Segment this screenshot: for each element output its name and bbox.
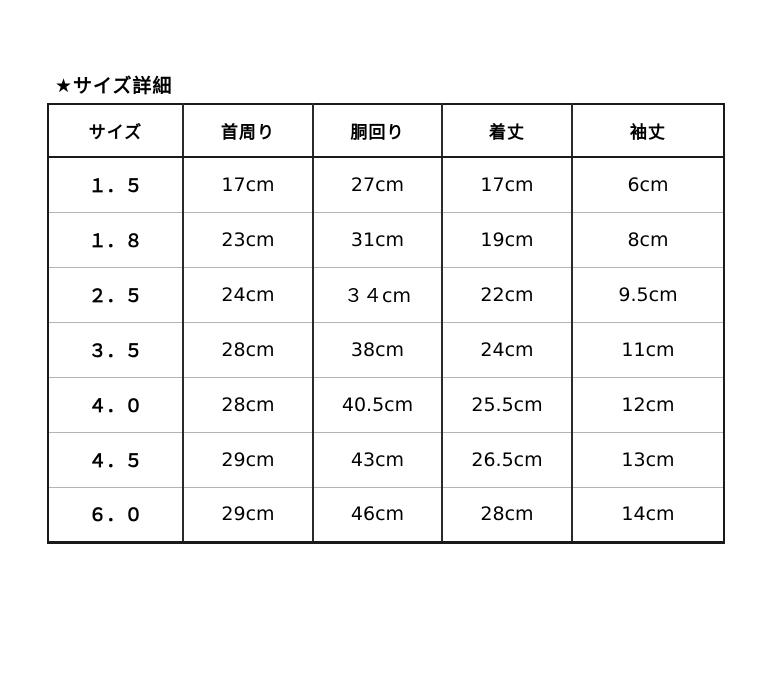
cell-sleeve-length: 14cm (571, 486, 724, 542)
cell-back-length: 22cm (441, 266, 572, 322)
header-size: サイズ (48, 104, 183, 158)
cell-girth: ３４cm (312, 266, 442, 322)
cell-back-length: 26.5cm (441, 431, 572, 487)
cell-back-length: 25.5cm (441, 376, 572, 432)
cell-sleeve-length: 13cm (571, 431, 724, 487)
table-row: １．８ 23cm 31cm 19cm 8cm (48, 211, 724, 267)
header-sleeve-length: 袖丈 (571, 104, 724, 158)
cell-back-length: 19cm (441, 211, 572, 267)
cell-size: ６．０ (48, 486, 183, 542)
cell-girth: 31cm (312, 211, 442, 267)
cell-neck-circumference: 28cm (182, 376, 313, 432)
cell-size: ２．５ (48, 266, 183, 322)
cell-neck-circumference: 23cm (182, 211, 313, 267)
cell-sleeve-length: 8cm (571, 211, 724, 267)
cell-back-length: 17cm (441, 156, 572, 212)
cell-sleeve-length: 12cm (571, 376, 724, 432)
cell-size: ４．０ (48, 376, 183, 432)
header-neck-circumference: 首周り (182, 104, 313, 158)
cell-size: ４．５ (48, 431, 183, 487)
cell-neck-circumference: 24cm (182, 266, 313, 322)
cell-neck-circumference: 28cm (182, 321, 313, 377)
cell-girth: 40.5cm (312, 376, 442, 432)
table-header-row: サイズ 首周り 胴回り 着丈 袖丈 (48, 104, 724, 158)
cell-back-length: 24cm (441, 321, 572, 377)
table-row: ４．０ 28cm 40.5cm 25.5cm 12cm (48, 376, 724, 432)
cell-girth: 27cm (312, 156, 442, 212)
cell-neck-circumference: 29cm (182, 431, 313, 487)
page-title: ★サイズ詳細 (55, 75, 173, 97)
cell-girth: 43cm (312, 431, 442, 487)
header-girth: 胴回り (312, 104, 442, 158)
cell-girth: 38cm (312, 321, 442, 377)
cell-sleeve-length: 9.5cm (571, 266, 724, 322)
cell-size: ３．５ (48, 321, 183, 377)
cell-back-length: 28cm (441, 486, 572, 542)
cell-neck-circumference: 17cm (182, 156, 313, 212)
table-row: ３．５ 28cm 38cm 24cm 11cm (48, 321, 724, 377)
cell-sleeve-length: 11cm (571, 321, 724, 377)
size-table: サイズ 首周り 胴回り 着丈 袖丈 １．５ 17cm 27cm 17cm 6cm… (47, 103, 725, 544)
table-row: ２．５ 24cm ３４cm 22cm 9.5cm (48, 266, 724, 322)
table-row: ６．０ 29cm 46cm 28cm 14cm (48, 486, 724, 542)
cell-sleeve-length: 6cm (571, 156, 724, 212)
cell-girth: 46cm (312, 486, 442, 542)
table-row: １．５ 17cm 27cm 17cm 6cm (48, 156, 724, 212)
cell-size: １．８ (48, 211, 183, 267)
cell-neck-circumference: 29cm (182, 486, 313, 542)
cell-size: １．５ (48, 156, 183, 212)
table-row: ４．５ 29cm 43cm 26.5cm 13cm (48, 431, 724, 487)
header-back-length: 着丈 (441, 104, 572, 158)
